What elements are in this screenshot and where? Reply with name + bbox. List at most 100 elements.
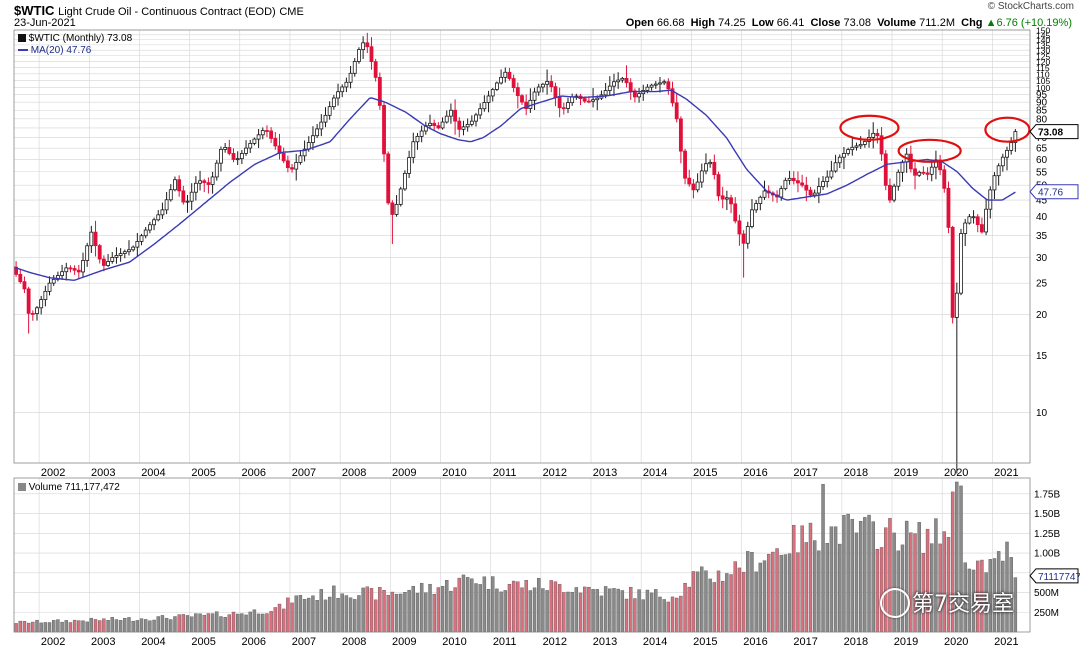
volume-bar	[164, 617, 169, 633]
candle-body	[323, 114, 328, 123]
candle-body	[269, 130, 274, 139]
volume-panel-frame	[13, 477, 1031, 633]
volume-bar	[156, 616, 160, 633]
volume-bar	[315, 600, 319, 633]
candle-body	[486, 95, 491, 103]
candle-body	[603, 90, 608, 96]
volume-bar	[244, 614, 248, 633]
candle-body	[440, 121, 445, 129]
candle-body	[419, 130, 424, 137]
volume-bar	[858, 520, 863, 633]
volume-bar	[779, 554, 783, 633]
candle-body	[478, 108, 483, 116]
price-tick-label: 110	[1036, 69, 1050, 79]
candle-body	[223, 147, 228, 150]
candle-body	[503, 71, 508, 78]
volume-bar	[720, 580, 725, 633]
candle-body	[875, 132, 880, 137]
volume-bar	[60, 621, 64, 633]
candle-body	[97, 245, 102, 260]
price-tick-label: 120	[1036, 57, 1050, 67]
candle-body	[716, 174, 721, 197]
volume-bar	[210, 613, 215, 633]
x-tick-label: 2015	[693, 467, 717, 479]
ma-value-badge: 47.76	[1038, 188, 1063, 199]
close-label: Close	[810, 17, 841, 29]
volume-bar	[733, 561, 737, 633]
volume-bar	[746, 551, 750, 633]
x-tick-label: 2004	[141, 467, 165, 479]
candle-body	[43, 290, 48, 300]
candle-body	[143, 229, 148, 237]
candle-body	[557, 96, 562, 109]
candle-body	[934, 159, 938, 168]
volume-bar	[110, 617, 114, 633]
candle-body	[1009, 142, 1014, 151]
description: Light Crude Oil - Continuous Contract (E…	[58, 6, 276, 18]
volume-bar	[311, 595, 315, 633]
candle-body	[942, 169, 947, 189]
last-price-badge-box	[1029, 124, 1079, 140]
x-tick-label-volume: 2008	[342, 636, 366, 648]
candle-body	[131, 246, 136, 251]
volume-bar	[553, 581, 558, 633]
candle-body	[373, 61, 378, 78]
x-tick-label-volume: 2012	[543, 636, 567, 648]
volume-bar	[290, 602, 294, 633]
volume-bar	[808, 522, 813, 633]
volume-bar	[474, 583, 478, 633]
volume-bar	[449, 590, 453, 633]
candle-body	[963, 222, 968, 234]
x-tick-label-volume: 2020	[944, 636, 968, 648]
volume-bar	[578, 592, 583, 633]
candle-body	[26, 288, 31, 314]
candle-body	[733, 203, 738, 222]
x-tick-label-volume: 2018	[844, 636, 868, 648]
volume-bar	[616, 588, 620, 633]
candle-body	[361, 42, 366, 51]
high-label: High	[690, 17, 716, 29]
candle-body	[173, 179, 177, 191]
watermark: © StockCharts.com	[987, 1, 1074, 12]
candle-body	[750, 209, 754, 227]
volume-bar	[235, 613, 240, 633]
volume-bar	[562, 592, 566, 633]
volume-bar	[461, 574, 466, 633]
legend-price: $WTIC (Monthly) 73.08	[18, 33, 132, 44]
volume-bar	[854, 532, 859, 633]
volume-bar	[587, 587, 591, 633]
volume-bar	[390, 591, 395, 633]
candle-body	[879, 135, 884, 155]
candle-body	[377, 77, 382, 106]
symbol: $WTIC	[14, 3, 55, 18]
candle-body	[913, 168, 917, 176]
volume-bar	[399, 593, 403, 633]
candle-body	[60, 271, 64, 276]
volume-bar	[64, 620, 68, 633]
volume-bar	[118, 620, 123, 633]
price-tick-label: 150	[1036, 26, 1050, 36]
candle-body	[39, 299, 44, 309]
candle-body	[653, 83, 658, 86]
x-tick-label: 2005	[191, 467, 215, 479]
legend-ma: MA(20) 47.76	[18, 45, 91, 56]
candle-body	[331, 97, 336, 108]
candle-body	[645, 86, 650, 91]
volume-bar	[185, 615, 190, 633]
x-tick-label-volume: 2013	[593, 636, 617, 648]
candle-body	[340, 86, 345, 93]
volume-bar	[415, 592, 420, 633]
volume-bar	[81, 620, 85, 633]
candle-body	[181, 190, 186, 203]
candle-body	[628, 82, 633, 92]
x-tick-label-volume: 2007	[292, 636, 316, 648]
close-value: 73.08	[843, 17, 872, 29]
x-tick-label-volume: 2002	[41, 636, 65, 648]
candle-body	[114, 255, 119, 258]
x-tick-label: 2013	[593, 467, 617, 479]
candle-body	[616, 79, 621, 83]
volume-bar	[633, 598, 637, 633]
volume-bar	[357, 595, 361, 633]
price-tick-label: 35	[1036, 231, 1048, 242]
x-tick-label: 2008	[342, 467, 366, 479]
